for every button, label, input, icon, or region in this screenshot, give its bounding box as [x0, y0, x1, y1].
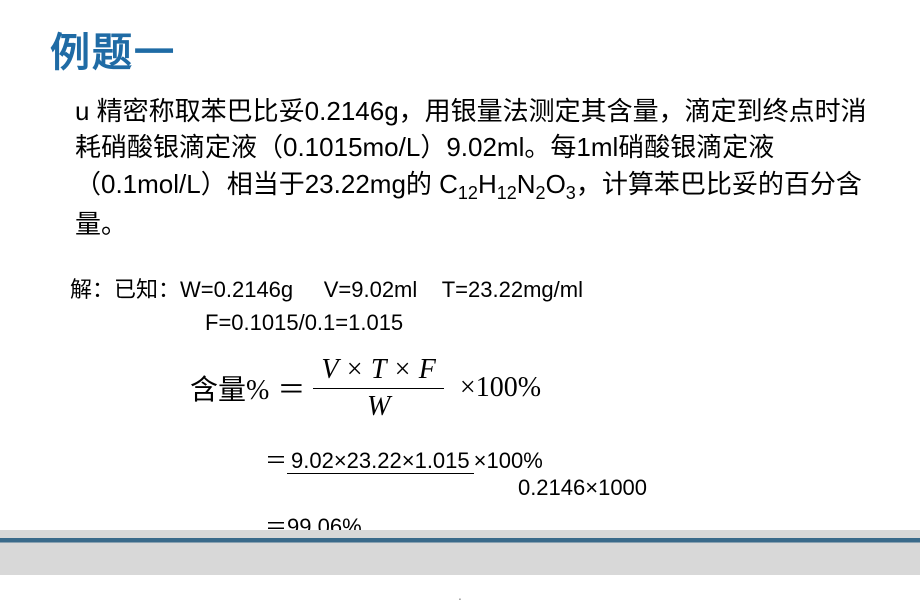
calc-fraction: 9.02×23.22×1.015	[287, 448, 474, 474]
content-formula: 含量% ＝ V × T × F W ×100%	[190, 354, 870, 423]
calc-numerator: 9.02×23.22×1.015	[287, 448, 474, 474]
slide-title: 例题一	[50, 20, 870, 78]
given-f: F=0.1015/0.1=1.015	[205, 310, 403, 335]
formula-fraction: V × T × F W	[313, 354, 444, 423]
calculation-substitution: ＝9.02×23.22×1.015×100% 0.2146×1000	[265, 443, 870, 501]
decorative-stripe	[0, 530, 920, 575]
footer-marker: .	[458, 587, 462, 603]
calc-equals1: ＝	[265, 448, 287, 473]
given-v: V=9.02ml	[324, 277, 418, 302]
given-w: W=0.2146g	[180, 277, 293, 302]
chem-formula: C12H12N2O3	[439, 169, 576, 199]
formula-equals: ＝	[277, 368, 305, 408]
slide-container: 例题一 u 精密称取苯巴比妥0.2146g，用银量法测定其含量，滴定到终点时消耗…	[0, 0, 920, 615]
solution-given-line1: 解：已知：W=0.2146g V=9.02ml T=23.22mg/ml	[70, 273, 870, 306]
calc-times-suffix: ×100%	[474, 448, 543, 473]
formula-label: 含量%	[190, 368, 269, 408]
solution-given-line2: F=0.1015/0.1=1.015	[205, 306, 870, 339]
formula-denominator: W	[359, 389, 398, 423]
given-t: T=23.22mg/ml	[442, 277, 583, 302]
calc-denominator: 0.2146×1000	[295, 475, 870, 501]
formula-times100: ×100%	[460, 372, 541, 404]
formula-numerator: V × T × F	[313, 354, 444, 389]
given-label: 解：已知：	[70, 277, 180, 302]
problem-statement: u 精密称取苯巴比妥0.2146g，用银量法测定其含量，滴定到终点时消耗硝酸银滴…	[75, 93, 870, 243]
